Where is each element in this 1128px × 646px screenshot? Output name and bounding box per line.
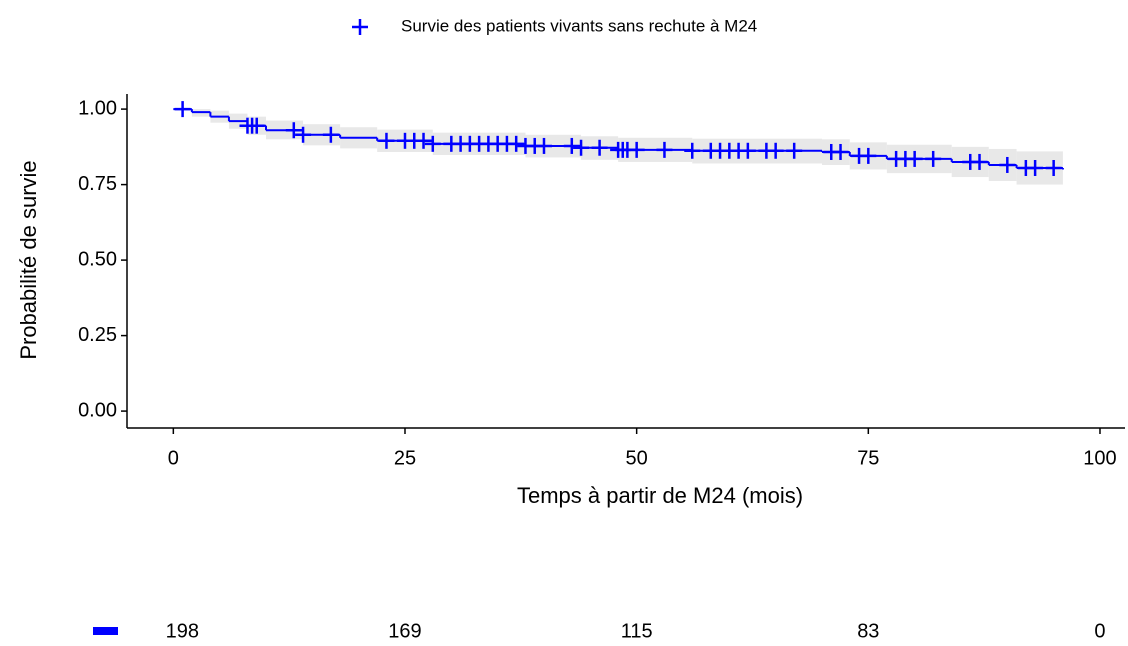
censor-mark xyxy=(739,142,756,159)
censor-mark xyxy=(1027,159,1044,176)
censor-mark xyxy=(415,132,432,149)
y-axis-title: Probabilité de survie xyxy=(16,160,41,359)
legend-marker xyxy=(352,19,368,35)
y-tick-label: 0.75 xyxy=(78,173,117,195)
x-axis-title: Temps à partir de M24 (mois) xyxy=(517,483,803,508)
censor-mark xyxy=(591,139,608,156)
censor-mark xyxy=(174,101,191,118)
risk-count: 198 xyxy=(166,620,199,642)
censor-mark xyxy=(860,147,877,164)
censor-mark xyxy=(906,150,923,167)
y-tick-label: 0.25 xyxy=(78,324,117,346)
censor-mark xyxy=(971,153,988,170)
censor-mark xyxy=(628,141,645,158)
censor-mark xyxy=(1045,159,1062,176)
censor-mark xyxy=(832,143,849,160)
y-tick-label: 0.50 xyxy=(78,248,117,270)
y-tick-label: 1.00 xyxy=(78,97,117,119)
x-tick-label: 100 xyxy=(1083,447,1116,469)
censor-mark xyxy=(786,142,803,159)
x-tick-label: 25 xyxy=(394,447,416,469)
risk-legend-marker xyxy=(93,627,118,635)
censor-mark xyxy=(424,135,441,152)
censor-mark xyxy=(999,156,1016,173)
censor-mark xyxy=(508,135,525,152)
risk-count: 0 xyxy=(1094,620,1105,642)
y-tick-label: 0.00 xyxy=(78,399,117,421)
censor-mark xyxy=(295,126,312,143)
censor-mark xyxy=(684,142,701,159)
censor-mark xyxy=(573,139,590,156)
censor-mark xyxy=(925,150,942,167)
censor-mark xyxy=(563,137,580,154)
censor-mark xyxy=(285,122,302,139)
censor-mark xyxy=(767,142,784,159)
censor-mark xyxy=(535,137,552,154)
risk-count: 115 xyxy=(621,620,653,642)
risk-count: 83 xyxy=(857,620,879,642)
legend-label: Survie des patients vivants sans rechute… xyxy=(401,16,757,35)
x-tick-label: 50 xyxy=(626,447,648,469)
censor-mark xyxy=(322,126,339,143)
x-tick-label: 75 xyxy=(857,447,879,469)
x-tick-label: 0 xyxy=(168,447,179,469)
censor-mark xyxy=(378,132,395,149)
risk-count: 169 xyxy=(388,620,421,642)
censor-mark xyxy=(656,141,673,158)
censor-mark xyxy=(248,117,265,134)
